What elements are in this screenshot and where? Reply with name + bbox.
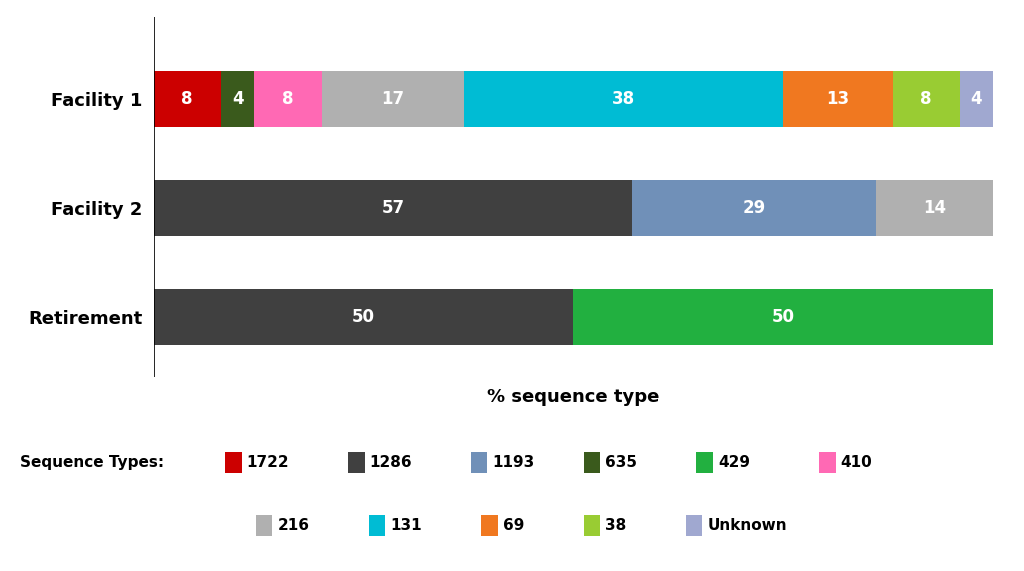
Bar [154,71,221,127]
Text: 13: 13 [826,90,850,108]
Bar [959,71,993,127]
Bar [154,288,573,345]
Text: 8: 8 [921,90,932,108]
Text: 57: 57 [381,199,404,217]
Text: 69: 69 [503,518,524,533]
Text: 635: 635 [605,455,637,470]
Text: 50: 50 [772,308,795,326]
Text: Sequence Types:: Sequence Types: [20,455,165,470]
Bar [632,179,876,236]
Text: 17: 17 [381,90,404,108]
Bar [154,179,632,236]
Text: 216: 216 [278,518,309,533]
Bar [254,71,322,127]
Bar [876,179,993,236]
Text: 1722: 1722 [247,455,290,470]
Text: Unknown: Unknown [708,518,787,533]
Text: 131: 131 [390,518,422,533]
Text: 4: 4 [971,90,982,108]
Text: 50: 50 [352,308,375,326]
Bar [464,71,783,127]
Bar [573,288,993,345]
Text: 38: 38 [612,90,635,108]
Bar [893,71,959,127]
Text: 429: 429 [718,455,750,470]
Text: 1286: 1286 [370,455,413,470]
Text: 8: 8 [181,90,193,108]
Text: 29: 29 [742,199,766,217]
Text: 4: 4 [231,90,244,108]
Text: 410: 410 [841,455,872,470]
Bar [221,71,254,127]
Text: 8: 8 [283,90,294,108]
Bar [322,71,464,127]
Text: 38: 38 [605,518,627,533]
Bar [783,71,893,127]
X-axis label: % sequence type: % sequence type [487,388,659,406]
Text: 14: 14 [923,199,946,217]
Text: 1193: 1193 [493,455,535,470]
